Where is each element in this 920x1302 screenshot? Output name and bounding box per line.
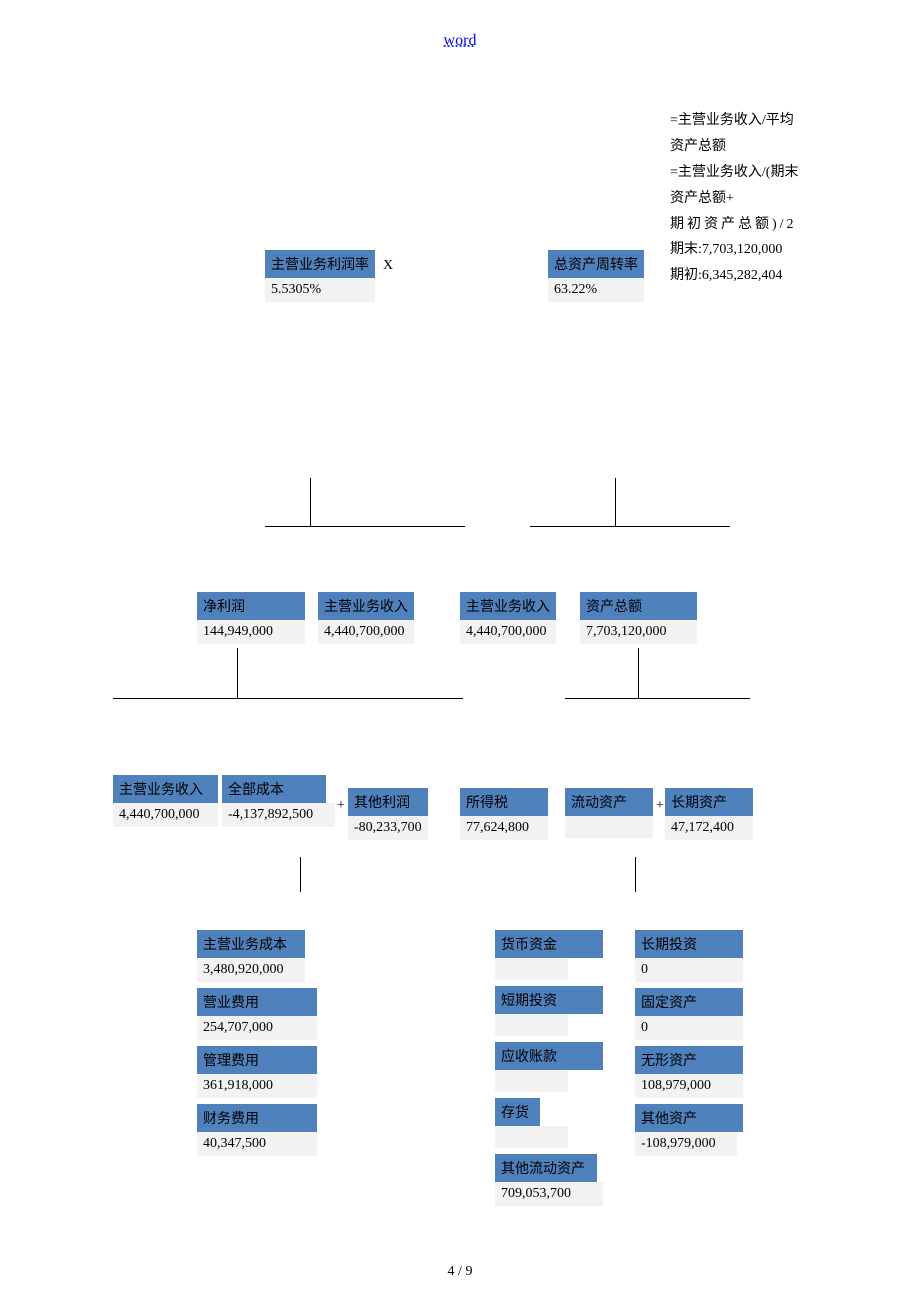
- node-turnover-title: 总资产周转率: [548, 250, 644, 278]
- node-l3-tax-value: 77,624,800: [460, 816, 548, 840]
- node-l3-long-title: 长期资产: [665, 788, 753, 816]
- current-asset-title: 存货: [495, 1098, 540, 1126]
- node-l3-cost: 全部成本 -4,137,892,500: [222, 775, 335, 827]
- cost-item-value: 40,347,500: [197, 1132, 317, 1156]
- long-asset-value: 0: [635, 1016, 743, 1040]
- connector-line: [237, 648, 238, 698]
- long-asset-value: -108,979,000: [635, 1132, 737, 1156]
- node-l3-long-value: 47,172,400: [665, 816, 753, 840]
- cost-item: 财务费用 40,347,500: [197, 1104, 317, 1156]
- node-l3-long: 长期资产 47,172,400: [665, 788, 753, 840]
- node-l3-cost-value: -4,137,892,500: [222, 803, 335, 827]
- cost-item-title: 营业费用: [197, 988, 317, 1016]
- long-asset-title: 其他资产: [635, 1104, 743, 1132]
- page-number: 4 / 9: [448, 1264, 473, 1280]
- formula-line4: 期末:7,703,120,000: [670, 237, 805, 263]
- node-l3-income-title: 主营业务收入: [113, 775, 218, 803]
- costs-stack: 主营业务成本 3,480,920,000 营业费用 254,707,000 管理…: [197, 930, 317, 1162]
- op-multiply: X: [383, 258, 393, 274]
- current-asset-value: [495, 958, 568, 980]
- header-link[interactable]: word: [444, 32, 477, 50]
- node-profit-rate: 主营业务利润率 5.5305%: [265, 250, 375, 302]
- current-asset-title: 货币资金: [495, 930, 603, 958]
- formula-line1: =主营业务收入/平均资产总额: [670, 108, 805, 160]
- current-asset-value: [495, 1126, 568, 1148]
- current-asset-item: 存货: [495, 1098, 603, 1148]
- op-plus-1: +: [337, 798, 345, 814]
- formula-text: =主营业务收入/平均资产总额 =主营业务收入/(期末资产总额+ 期初资产总额)/…: [670, 108, 805, 289]
- node-turnover-value: 63.22%: [548, 278, 644, 302]
- long-asset-item: 长期投资 0: [635, 930, 743, 982]
- node-l3-income-value: 4,440,700,000: [113, 803, 218, 827]
- cost-item: 营业费用 254,707,000: [197, 988, 317, 1040]
- connector-line: [638, 648, 639, 698]
- current-asset-item: 应收账款: [495, 1042, 603, 1092]
- op-plus-2: +: [656, 798, 664, 814]
- long-asset-item: 其他资产 -108,979,000: [635, 1104, 743, 1156]
- node-total-assets: 资产总额 7,703,120,000: [580, 592, 697, 644]
- node-main-income-1-title: 主营业务收入: [318, 592, 414, 620]
- node-l3-current: 流动资产: [565, 788, 653, 838]
- connector-line: [265, 526, 465, 527]
- current-asset-value: 709,053,700: [495, 1182, 603, 1206]
- node-l3-other-value: -80,233,700: [348, 816, 428, 840]
- node-net-profit: 净利润 144,949,000: [197, 592, 305, 644]
- long-asset-title: 无形资产: [635, 1046, 743, 1074]
- connector-line: [565, 698, 750, 699]
- long-asset-item: 固定资产 0: [635, 988, 743, 1040]
- node-l3-other: 其他利润 -80,233,700: [348, 788, 428, 840]
- node-l3-tax-title: 所得税: [460, 788, 548, 816]
- node-profit-rate-value: 5.5305%: [265, 278, 375, 302]
- connector-line: [615, 478, 616, 526]
- current-asset-item: 其他流动资产 709,053,700: [495, 1154, 603, 1206]
- current-asset-value: [495, 1014, 568, 1036]
- current-asset-item: 货币资金: [495, 930, 603, 980]
- node-l3-current-title: 流动资产: [565, 788, 653, 816]
- cost-item: 管理费用 361,918,000: [197, 1046, 317, 1098]
- long-asset-title: 固定资产: [635, 988, 743, 1016]
- connector-line: [635, 857, 636, 892]
- node-total-assets-title: 资产总额: [580, 592, 697, 620]
- connector-line: [310, 478, 311, 526]
- formula-line3: 期初资产总额)/2: [670, 212, 805, 238]
- node-l3-other-title: 其他利润: [348, 788, 428, 816]
- node-turnover: 总资产周转率 63.22%: [548, 250, 644, 302]
- current-asset-title: 短期投资: [495, 986, 603, 1014]
- node-l3-income: 主营业务收入 4,440,700,000: [113, 775, 218, 827]
- node-main-income-2-value: 4,440,700,000: [460, 620, 556, 644]
- node-net-profit-value: 144,949,000: [197, 620, 305, 644]
- long-asset-item: 无形资产 108,979,000: [635, 1046, 743, 1098]
- node-main-income-1-value: 4,440,700,000: [318, 620, 414, 644]
- node-main-income-2-title: 主营业务收入: [460, 592, 556, 620]
- node-l3-tax: 所得税 77,624,800: [460, 788, 548, 840]
- cost-item-title: 主营业务成本: [197, 930, 305, 958]
- node-profit-rate-title: 主营业务利润率: [265, 250, 375, 278]
- formula-line5: 期初:6,345,282,404: [670, 263, 805, 289]
- current-asset-value: [495, 1070, 568, 1092]
- cost-item: 主营业务成本 3,480,920,000: [197, 930, 317, 982]
- current-asset-title: 其他流动资产: [495, 1154, 597, 1182]
- node-net-profit-title: 净利润: [197, 592, 305, 620]
- node-total-assets-value: 7,703,120,000: [580, 620, 697, 644]
- node-main-income-2: 主营业务收入 4,440,700,000: [460, 592, 556, 644]
- current-assets-stack: 货币资金 短期投资 应收账款 存货 其他流动资产 709,053,700: [495, 930, 603, 1212]
- long-asset-title: 长期投资: [635, 930, 743, 958]
- node-l3-current-value: [565, 816, 653, 838]
- formula-line2: =主营业务收入/(期末资产总额+: [670, 160, 805, 212]
- long-assets-stack: 长期投资 0 固定资产 0 无形资产 108,979,000 其他资产 -108…: [635, 930, 743, 1162]
- cost-item-value: 3,480,920,000: [197, 958, 305, 982]
- cost-item-title: 管理费用: [197, 1046, 317, 1074]
- cost-item-value: 254,707,000: [197, 1016, 317, 1040]
- cost-item-value: 361,918,000: [197, 1074, 317, 1098]
- cost-item-title: 财务费用: [197, 1104, 317, 1132]
- long-asset-value: 108,979,000: [635, 1074, 743, 1098]
- connector-line: [300, 857, 301, 892]
- connector-line: [113, 698, 463, 699]
- node-main-income-1: 主营业务收入 4,440,700,000: [318, 592, 414, 644]
- current-asset-item: 短期投资: [495, 986, 603, 1036]
- long-asset-value: 0: [635, 958, 743, 982]
- node-l3-cost-title: 全部成本: [222, 775, 326, 803]
- connector-line: [530, 526, 730, 527]
- current-asset-title: 应收账款: [495, 1042, 603, 1070]
